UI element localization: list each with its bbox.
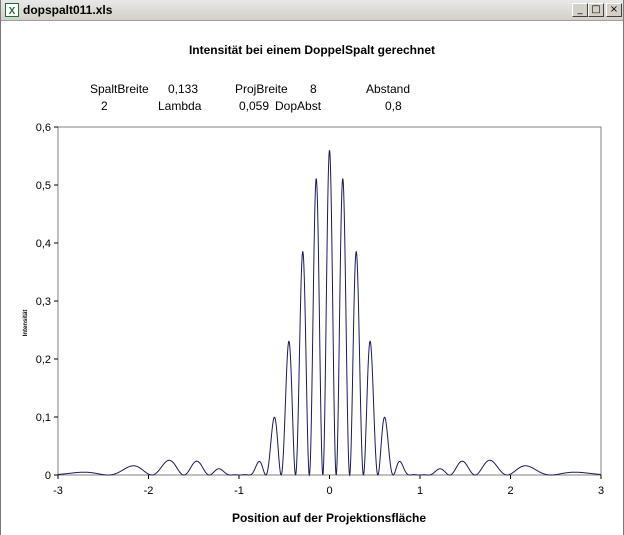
y-tick-label: 0,5 bbox=[36, 180, 51, 192]
param-label-spaltbreite: SpaltBreite bbox=[90, 82, 149, 96]
minimize-button[interactable]: _ bbox=[572, 3, 588, 17]
x-tick-label: -2 bbox=[144, 485, 154, 497]
intensity-series-line bbox=[57, 150, 602, 477]
y-axis: 0 0,1 0,2 0,3 0,4 0,5 0,6 bbox=[36, 122, 58, 482]
param-value-abstand: 2 bbox=[101, 99, 108, 113]
plot-frame bbox=[57, 126, 602, 476]
y-tick-label: 0,4 bbox=[36, 238, 51, 250]
y-tick-label: 0 bbox=[45, 470, 51, 482]
y-tick-label: 0,1 bbox=[36, 412, 51, 424]
x-tick-label: -3 bbox=[53, 485, 63, 497]
chart-area: Intensität bei einem DoppelSpalt gerechn… bbox=[23, 43, 604, 525]
param-value-dopabst: 0,8 bbox=[385, 99, 402, 113]
x-tick-label: -1 bbox=[234, 485, 244, 497]
param-label-lambda: Lambda bbox=[158, 99, 202, 113]
param-label-abstand: Abstand bbox=[366, 82, 410, 96]
window-title: dopspalt011.xls bbox=[23, 3, 113, 17]
title-bar[interactable]: X dopspalt011.xls _ □ × bbox=[1, 0, 623, 21]
x-tick-label: 3 bbox=[598, 485, 604, 497]
param-value-projbreite: 8 bbox=[310, 82, 317, 96]
x-axis: -3 -2 -1 0 1 2 3 bbox=[53, 475, 604, 497]
param-label-projbreite: ProjBreite bbox=[235, 82, 288, 96]
maximize-button[interactable]: □ bbox=[588, 3, 604, 17]
excel-icon: X bbox=[5, 3, 19, 17]
param-value-lambda: 0,059 bbox=[239, 99, 269, 113]
param-label-dopabst: DopAbst bbox=[275, 99, 322, 113]
svg-text:X: X bbox=[9, 6, 16, 17]
y-tick-label: 0,3 bbox=[36, 296, 51, 308]
chart-title: Intensität bei einem DoppelSpalt gerechn… bbox=[189, 43, 435, 57]
x-axis-label: Position auf der Projektionsfläche bbox=[232, 511, 426, 525]
x-tick-label: 0 bbox=[326, 485, 332, 497]
y-tick-label: 0,6 bbox=[36, 122, 51, 134]
x-tick-label: 2 bbox=[507, 485, 513, 497]
y-axis-label: Intensität bbox=[23, 310, 29, 337]
param-value-spaltbreite: 0,133 bbox=[168, 82, 198, 96]
x-tick-label: 1 bbox=[417, 485, 423, 497]
close-button[interactable]: × bbox=[606, 3, 622, 17]
y-tick-label: 0,2 bbox=[36, 354, 51, 366]
